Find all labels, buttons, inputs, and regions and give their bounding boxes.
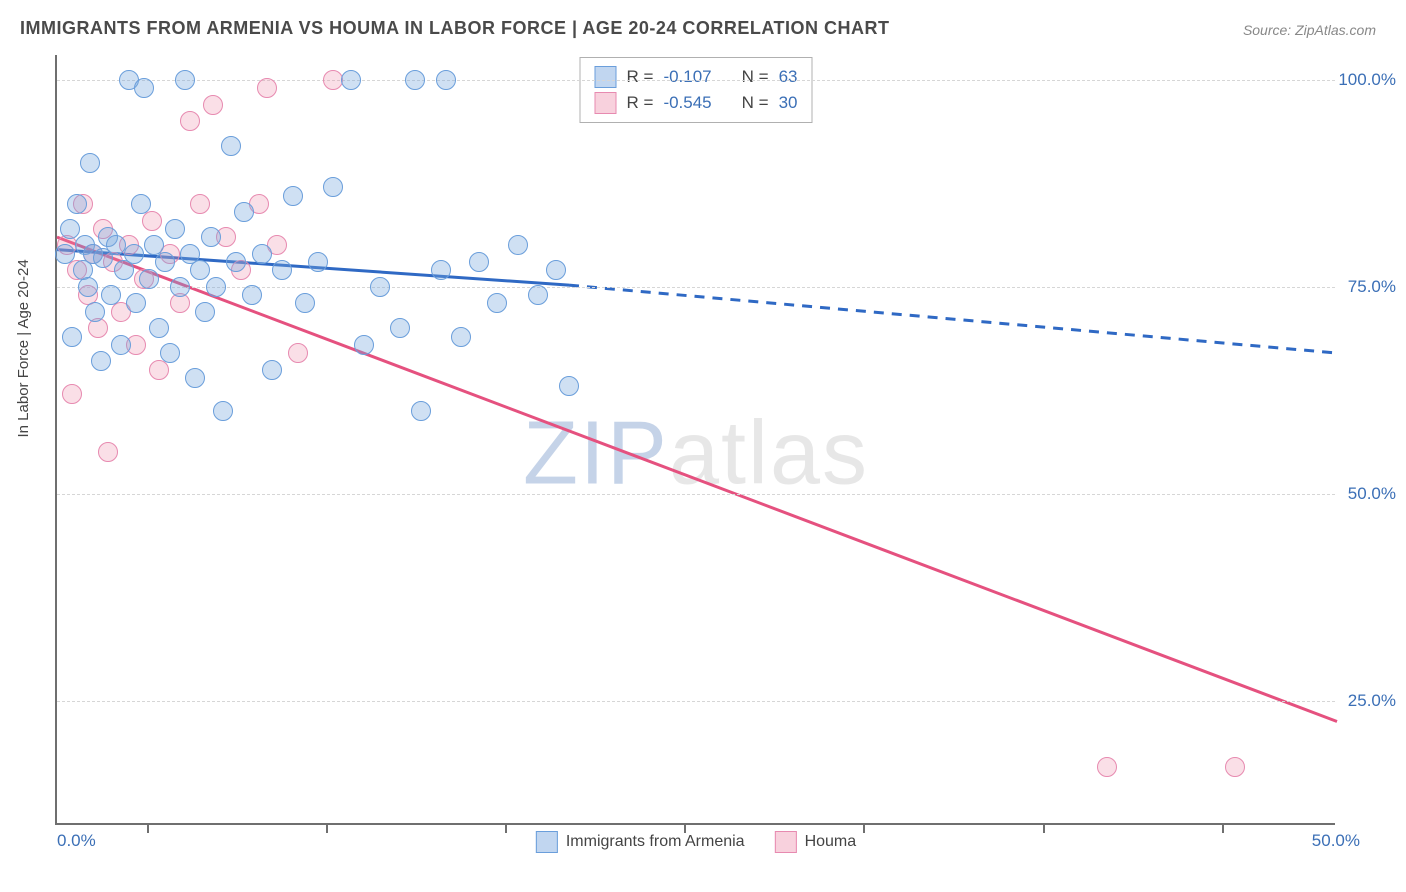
data-point <box>78 277 98 297</box>
data-point <box>226 252 246 272</box>
data-point <box>155 252 175 272</box>
y-tick-label: 50.0% <box>1348 484 1396 504</box>
data-point <box>288 343 308 363</box>
source-label: Source: ZipAtlas.com <box>1243 22 1376 38</box>
data-point <box>262 360 282 380</box>
data-point <box>190 260 210 280</box>
data-point <box>170 277 190 297</box>
data-point <box>160 343 180 363</box>
data-point <box>195 302 215 322</box>
y-tick-label: 25.0% <box>1348 691 1396 711</box>
data-point <box>85 302 105 322</box>
data-point <box>341 70 361 90</box>
legend-series: Immigrants from Armenia Houma <box>536 831 856 853</box>
data-point <box>559 376 579 396</box>
legend-item-b: Houma <box>775 831 857 853</box>
data-point <box>370 277 390 297</box>
data-point <box>1225 757 1245 777</box>
swatch-series-b <box>775 831 797 853</box>
data-point <box>295 293 315 313</box>
data-point <box>206 277 226 297</box>
data-point <box>283 186 303 206</box>
swatch-series-a <box>536 831 558 853</box>
data-point <box>180 111 200 131</box>
data-point <box>213 401 233 421</box>
x-tick <box>505 823 507 833</box>
data-point <box>546 260 566 280</box>
data-point <box>487 293 507 313</box>
trend-line <box>569 285 1337 353</box>
gridline <box>57 494 1335 495</box>
data-point <box>201 227 221 247</box>
data-point <box>165 219 185 239</box>
data-point <box>124 244 144 264</box>
legend-item-a: Immigrants from Armenia <box>536 831 745 853</box>
data-point <box>272 260 292 280</box>
x-min-label: 0.0% <box>57 831 96 851</box>
y-axis-label: In Labor Force | Age 20-24 <box>15 259 32 437</box>
gridline <box>57 80 1335 81</box>
x-tick <box>147 823 149 833</box>
data-point <box>55 244 75 264</box>
data-point <box>405 70 425 90</box>
x-tick <box>863 823 865 833</box>
data-point <box>149 318 169 338</box>
data-point <box>91 351 111 371</box>
data-point <box>101 285 121 305</box>
data-point <box>528 285 548 305</box>
data-point <box>98 442 118 462</box>
data-point <box>323 177 343 197</box>
data-point <box>354 335 374 355</box>
legend-label-a: Immigrants from Armenia <box>566 833 745 851</box>
x-tick <box>684 823 686 833</box>
source-prefix: Source: <box>1243 22 1295 38</box>
y-tick-label: 100.0% <box>1338 70 1396 90</box>
data-point <box>390 318 410 338</box>
data-point <box>175 70 195 90</box>
trend-line <box>57 237 1337 721</box>
data-point <box>221 136 241 156</box>
data-point <box>242 285 262 305</box>
data-point <box>62 327 82 347</box>
data-point <box>257 78 277 98</box>
data-point <box>234 202 254 222</box>
data-point <box>134 78 154 98</box>
data-point <box>308 252 328 272</box>
plot-area: ZIPatlas R = -0.107 N = 63 R = -0.545 N … <box>55 55 1335 825</box>
gridline <box>57 701 1335 702</box>
data-point <box>60 219 80 239</box>
data-point <box>252 244 272 264</box>
data-point <box>436 70 456 90</box>
data-point <box>190 194 210 214</box>
data-point <box>1097 757 1117 777</box>
x-tick <box>326 823 328 833</box>
x-tick <box>1043 823 1045 833</box>
data-point <box>508 235 528 255</box>
source-link[interactable]: ZipAtlas.com <box>1295 22 1376 38</box>
y-tick-label: 75.0% <box>1348 277 1396 297</box>
data-point <box>139 269 159 289</box>
data-point <box>126 293 146 313</box>
data-point <box>80 153 100 173</box>
data-point <box>67 194 87 214</box>
legend-label-b: Houma <box>805 833 857 851</box>
data-point <box>411 401 431 421</box>
chart-title: IMMIGRANTS FROM ARMENIA VS HOUMA IN LABO… <box>20 18 890 39</box>
x-max-label: 50.0% <box>1312 831 1360 851</box>
data-point <box>142 211 162 231</box>
data-point <box>431 260 451 280</box>
data-point <box>131 194 151 214</box>
data-point <box>451 327 471 347</box>
trend-lines-svg <box>57 55 1335 823</box>
data-point <box>469 252 489 272</box>
data-point <box>111 335 131 355</box>
x-tick <box>1222 823 1224 833</box>
data-point <box>203 95 223 115</box>
data-point <box>185 368 205 388</box>
data-point <box>62 384 82 404</box>
